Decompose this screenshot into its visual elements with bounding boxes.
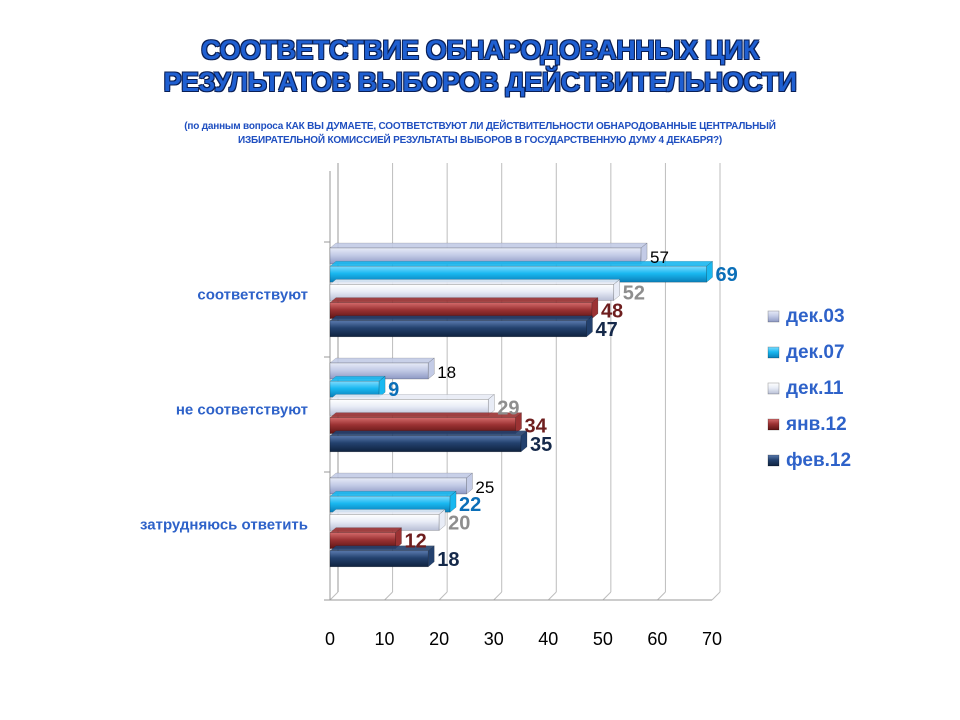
legend-label: фев.12 (786, 450, 851, 471)
gridline-floor (547, 591, 557, 601)
category-label: соответствуют (197, 287, 308, 304)
data-label: 57 (650, 248, 669, 267)
bar-top-face (329, 375, 386, 382)
data-label: 22 (459, 494, 481, 516)
gridline-floor (384, 591, 393, 601)
bar-top-face (329, 315, 594, 322)
legend-label: дек.11 (786, 378, 844, 399)
axis-layer: 0 10 20 30 40 50 60 70 соответствуют не соответст… (140, 163, 722, 649)
chart-subtitle-line-1: (по данным вопроса КАК ВЫ ДУМАЕТЕ, СООТВ… (184, 121, 776, 132)
gridline-floor (493, 591, 503, 601)
x-tick-label: 60 (647, 629, 667, 649)
legend-label: дек.03 (786, 306, 845, 327)
bars-layer (329, 242, 714, 568)
x-tick-label: 70 (702, 629, 722, 649)
data-label: 29 (497, 397, 519, 419)
bar-end-face (438, 508, 446, 531)
data-label: 52 (623, 282, 645, 304)
bar-end-face (427, 357, 435, 380)
data-label: 69 (716, 264, 738, 286)
x-tick-label: 50 (593, 629, 613, 649)
bar-top-face (329, 472, 474, 479)
bar-top-face (329, 297, 599, 303)
data-label: 25 (475, 478, 494, 497)
bar-end-face (706, 260, 713, 283)
data-label: 18 (437, 549, 459, 571)
bar-top-face (329, 490, 457, 497)
chart-title: СООТВЕТСТВИЕ ОБНАРОДОВАННЫХ ЦИК РЕЗУЛЬТА… (0, 34, 960, 98)
bar-top-face (329, 242, 648, 249)
grid-layer (329, 163, 721, 601)
bar-end-face (488, 393, 495, 416)
chart-title-line-2: РЕЗУЛЬТАТОВ ВЫБОРОВ ДЕЙСТВИТЕЛЬНОСТИ (163, 67, 797, 97)
bar-top-face (329, 527, 403, 533)
data-label: 12 (404, 531, 426, 553)
legend-label: дек.07 (786, 342, 845, 363)
bar-end-face (395, 527, 402, 550)
data-label: 18 (437, 363, 456, 382)
x-tick-label: 40 (538, 629, 558, 649)
bar-end-face (515, 412, 522, 435)
category-label: не соответствуют (176, 402, 308, 419)
bar-top-face (329, 279, 621, 285)
chart-subtitle: (по данным вопроса КАК ВЫ ДУМАЕТЕ, СООТВ… (20, 120, 940, 148)
bar-top-face (329, 430, 528, 437)
legend-swatch (767, 454, 780, 467)
bar-end-face (466, 472, 473, 495)
gridline-floor (657, 591, 666, 601)
data-label: 47 (595, 319, 617, 341)
data-label: 20 (448, 512, 470, 534)
x-tick-label: 10 (375, 629, 395, 649)
gridline-floor (329, 591, 339, 601)
chart-title-line-1: СООТВЕТСТВИЕ ОБНАРОДОВАННЫХ ЦИК (201, 35, 759, 65)
bar-end-face (427, 545, 435, 568)
chart-subtitle-line-2: ИЗБИРАТЕЛЬНОЙ КОМИССИЕЙ РЕЗУЛЬТАТЫ ВЫБОР… (237, 135, 723, 146)
data-labels-layer: 57 18 25 69 9 22 52 29 20 48 34 12 47 35 18 (388, 248, 738, 571)
gridline-floor (711, 591, 721, 601)
bar (329, 550, 429, 568)
data-label: 34 (525, 416, 548, 438)
gridline-floor (438, 591, 448, 601)
gridline-floor (602, 591, 612, 601)
bar-top-face (329, 412, 523, 418)
legend: дек.03 дек.07 дек.11 янв.12 фев.12 (767, 306, 851, 471)
legend-swatch (767, 382, 780, 395)
data-label: 9 (388, 379, 399, 401)
category-label: затрудняюсь ответить (140, 517, 308, 534)
legend-label: янв.12 (785, 414, 847, 435)
bar-end-face (613, 278, 621, 301)
bar-top-face (329, 509, 446, 515)
legend-swatch (767, 310, 780, 323)
legend-swatch (767, 418, 780, 431)
bar-end-face (586, 315, 593, 338)
bar-top-face (329, 357, 435, 364)
x-tick-label: 0 (325, 629, 335, 649)
bar-end-face (591, 297, 599, 320)
x-tick-label: 30 (484, 629, 504, 649)
bar-end-face (640, 242, 648, 265)
x-tick-label: 20 (429, 629, 449, 649)
data-label: 48 (601, 301, 623, 323)
bar (329, 320, 587, 338)
bar-end-face (449, 490, 457, 513)
bar-end-face (520, 430, 528, 453)
bar (329, 435, 522, 453)
bar-top-face (329, 394, 495, 400)
bar-end-face (378, 375, 386, 398)
legend-swatch (767, 346, 780, 359)
data-label: 35 (530, 434, 552, 456)
